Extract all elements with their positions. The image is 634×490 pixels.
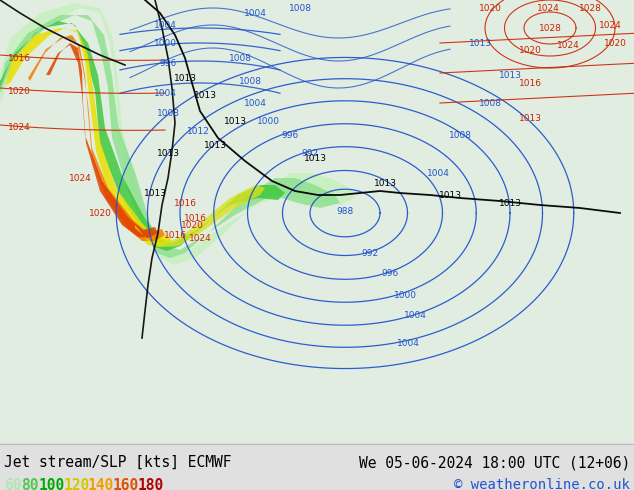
Polygon shape bbox=[46, 43, 158, 238]
Text: 1020: 1020 bbox=[8, 87, 31, 96]
Text: 1013: 1013 bbox=[157, 148, 179, 157]
Text: 1008: 1008 bbox=[157, 108, 179, 118]
Text: 1008: 1008 bbox=[448, 130, 472, 140]
Text: 100: 100 bbox=[39, 478, 65, 490]
Text: 1004: 1004 bbox=[396, 339, 420, 347]
Text: 1013: 1013 bbox=[143, 189, 167, 197]
Text: 1013: 1013 bbox=[469, 39, 491, 48]
Text: 1004: 1004 bbox=[243, 8, 266, 18]
Text: 1004: 1004 bbox=[404, 311, 427, 319]
Text: 140: 140 bbox=[88, 478, 114, 490]
Text: 1024: 1024 bbox=[68, 173, 91, 182]
Text: 1013: 1013 bbox=[498, 71, 522, 79]
Polygon shape bbox=[5, 28, 172, 247]
Text: 60: 60 bbox=[4, 478, 22, 490]
Text: 1008: 1008 bbox=[238, 76, 261, 85]
Text: 1024: 1024 bbox=[189, 234, 211, 243]
Text: Jet stream/SLP [kts] ECMWF: Jet stream/SLP [kts] ECMWF bbox=[4, 455, 231, 470]
Text: 1020: 1020 bbox=[604, 39, 626, 48]
Text: 1000: 1000 bbox=[153, 39, 176, 48]
Text: 1016: 1016 bbox=[8, 53, 31, 63]
Text: 988: 988 bbox=[337, 206, 354, 216]
Text: 1016: 1016 bbox=[183, 214, 207, 222]
Text: 1020: 1020 bbox=[479, 3, 501, 13]
Text: 1024: 1024 bbox=[536, 3, 559, 13]
Text: 1004: 1004 bbox=[153, 89, 176, 98]
Text: 80: 80 bbox=[22, 478, 39, 490]
Text: 1000: 1000 bbox=[257, 117, 280, 125]
Text: 1004: 1004 bbox=[243, 98, 266, 107]
Text: 1013: 1013 bbox=[193, 91, 216, 99]
Text: 1020: 1020 bbox=[519, 46, 541, 54]
Text: 1028: 1028 bbox=[538, 24, 562, 32]
Text: 1013: 1013 bbox=[304, 153, 327, 163]
Polygon shape bbox=[0, 15, 340, 258]
Polygon shape bbox=[135, 185, 265, 247]
Text: 1013: 1013 bbox=[373, 178, 396, 188]
Text: 1008: 1008 bbox=[288, 3, 311, 13]
Polygon shape bbox=[0, 3, 355, 265]
Text: 1024: 1024 bbox=[557, 41, 579, 49]
Text: 1013: 1013 bbox=[439, 191, 462, 199]
Text: 1024: 1024 bbox=[598, 21, 621, 29]
Text: 1013: 1013 bbox=[498, 198, 522, 207]
Text: 160: 160 bbox=[113, 478, 139, 490]
Text: 996: 996 bbox=[159, 58, 177, 68]
Text: We 05-06-2024 18:00 UTC (12+06): We 05-06-2024 18:00 UTC (12+06) bbox=[359, 455, 630, 470]
Text: 992: 992 bbox=[301, 148, 318, 157]
Text: 1016: 1016 bbox=[174, 198, 197, 207]
Text: 120: 120 bbox=[63, 478, 89, 490]
Text: 1013: 1013 bbox=[224, 117, 247, 125]
Polygon shape bbox=[0, 21, 285, 251]
Text: 1004: 1004 bbox=[153, 21, 176, 29]
Text: 996: 996 bbox=[281, 130, 299, 140]
Text: 996: 996 bbox=[382, 269, 399, 277]
Text: 1008: 1008 bbox=[479, 98, 501, 107]
Text: 1012: 1012 bbox=[186, 126, 209, 136]
Text: 1020: 1020 bbox=[89, 209, 112, 218]
Text: 1028: 1028 bbox=[579, 3, 602, 13]
Text: 1013: 1013 bbox=[204, 141, 226, 149]
Polygon shape bbox=[28, 35, 165, 241]
Text: 1020: 1020 bbox=[181, 220, 204, 229]
Text: 1024: 1024 bbox=[8, 122, 31, 131]
Text: © weatheronline.co.uk: © weatheronline.co.uk bbox=[454, 478, 630, 490]
Text: 180: 180 bbox=[137, 478, 164, 490]
Text: 1016: 1016 bbox=[519, 78, 541, 88]
Text: 1000: 1000 bbox=[394, 291, 417, 299]
Polygon shape bbox=[0, 0, 634, 443]
Text: 1016: 1016 bbox=[164, 230, 186, 240]
Text: 992: 992 bbox=[361, 248, 378, 258]
Text: 1013: 1013 bbox=[174, 74, 197, 82]
Text: 1008: 1008 bbox=[228, 53, 252, 63]
Text: 1013: 1013 bbox=[519, 114, 541, 122]
Text: 1004: 1004 bbox=[427, 169, 450, 177]
